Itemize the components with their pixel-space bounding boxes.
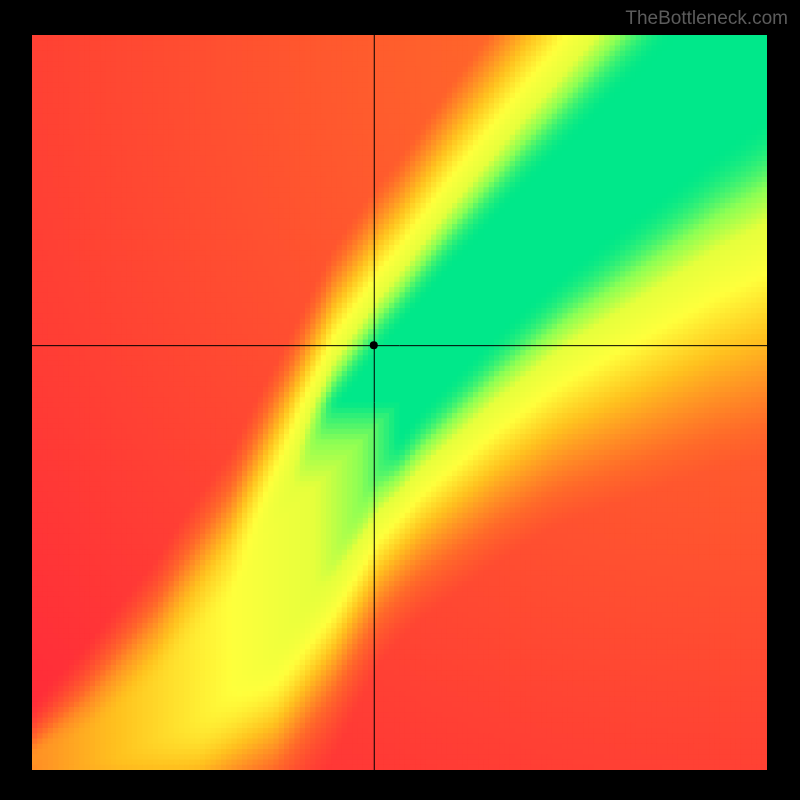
chart-container: TheBottleneck.com (0, 0, 800, 800)
watermark-text: TheBottleneck.com (625, 8, 788, 30)
heatmap-plot (32, 35, 767, 770)
heatmap-canvas (32, 35, 767, 770)
